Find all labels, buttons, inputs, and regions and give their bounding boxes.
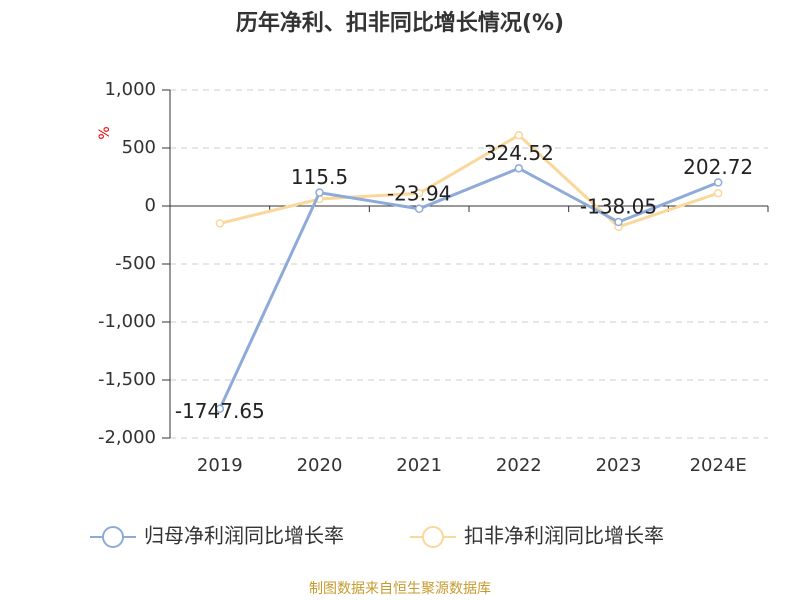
legend-label: 扣非净利润同比增长率 xyxy=(464,524,664,548)
point xyxy=(514,130,524,140)
point xyxy=(414,204,424,214)
x-tick-label: 2024E xyxy=(690,455,747,476)
x-tick-label: 2019 xyxy=(197,455,243,476)
y-tick-label: -2,000 xyxy=(98,427,156,448)
x-tick-label: 2020 xyxy=(297,455,343,476)
y-tick-label: -500 xyxy=(115,253,156,274)
data-label: -1747.65 xyxy=(175,399,265,423)
data-label: 202.72 xyxy=(683,155,753,179)
legend-marker xyxy=(422,526,444,548)
point xyxy=(215,219,225,228)
data-label: 115.5 xyxy=(291,165,348,189)
y-tick-label: -1,000 xyxy=(98,311,156,332)
data-label: -138.05 xyxy=(580,195,657,219)
y-tick-label: -1,500 xyxy=(98,369,156,390)
chart-title: 历年净利、扣非同比增长情况(%) xyxy=(236,10,564,36)
x-tick-label: 2022 xyxy=(496,455,542,476)
series-line xyxy=(219,133,719,229)
legend-label: 归母净利润同比增长率 xyxy=(144,524,344,548)
point xyxy=(315,188,324,197)
source-note: 制图数据来自恒生聚源数据库 xyxy=(309,581,491,597)
point xyxy=(713,178,723,187)
y-tick-label: 500 xyxy=(122,137,156,158)
point xyxy=(514,164,524,173)
legend-marker xyxy=(102,526,124,548)
x-tick-label: 2023 xyxy=(596,455,642,476)
point xyxy=(215,404,225,413)
point xyxy=(414,188,424,198)
y-tick-label: 1,000 xyxy=(104,79,156,100)
point xyxy=(614,217,623,227)
series-line xyxy=(218,166,719,410)
y-tick-label: 0 xyxy=(145,195,156,216)
point xyxy=(713,188,723,198)
y-unit: % xyxy=(97,126,113,139)
x-tick-label: 2021 xyxy=(396,455,442,476)
data-label: 324.52 xyxy=(484,141,554,165)
data-label: -23.94 xyxy=(387,181,451,205)
